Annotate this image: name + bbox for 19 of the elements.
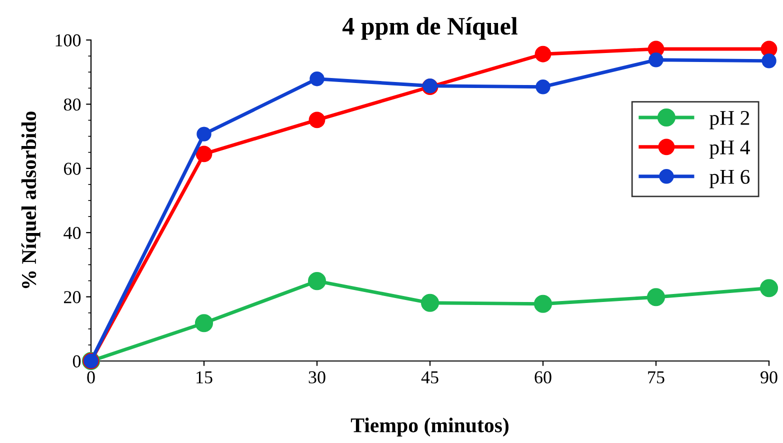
x-tick-label: 90 (760, 371, 778, 384)
y-tick-label: 0 (72, 355, 81, 368)
y-tick-label: 100 (56, 34, 81, 46)
y-tick-label: 20 (64, 291, 81, 304)
x-axis-title: Tiempo (minutos) (350, 418, 508, 437)
x-tick-label: 15 (196, 371, 212, 384)
x-tick-label: 45 (421, 371, 438, 384)
legend-label: pH 4 (710, 140, 750, 159)
x-tick-label: 30 (308, 371, 326, 384)
legend-label: pH 2 (710, 110, 750, 130)
x-tick-label: 75 (648, 371, 664, 384)
legend-label: pH 6 (710, 170, 750, 188)
y-axis-title: % Níquel adsorbido (21, 112, 40, 288)
x-tick-label: 60 (534, 371, 552, 384)
y-tick-label: 60 (64, 162, 81, 175)
y-tick-label: 80 (64, 98, 81, 111)
chart-title: 4 ppm de Níquel (342, 17, 518, 40)
y-tick-label: 40 (64, 226, 81, 240)
x-tick-label: 0 (87, 371, 95, 384)
